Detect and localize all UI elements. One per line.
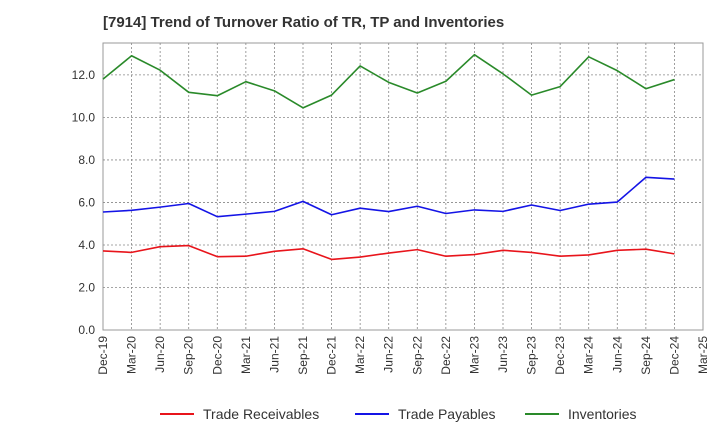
axis-layer: Dec-19 Mar-20 Jun-20 Sep-20 Dec-20 Mar-21 Jun-…: [72, 68, 710, 375]
x-tick-label: Dec-20: [210, 336, 224, 375]
legend: Trade Receivables Trade Payables Inventori…: [160, 406, 636, 422]
chart-title: [7914] Trend of Turnover Ratio of TR, TP…: [103, 14, 505, 31]
x-tick-label: Sep-22: [410, 336, 424, 375]
plot-area: [102, 42, 704, 331]
y-tick-label: 0.0: [78, 323, 95, 337]
legend-label: Inventories: [568, 406, 636, 422]
x-tick-label: Mar-23: [467, 336, 481, 374]
legend-label: Trade Receivables: [203, 406, 319, 422]
x-tick-label: Jun-23: [496, 336, 510, 373]
x-tick-label: Sep-20: [182, 336, 196, 375]
x-tick-label: Jun-20: [153, 336, 167, 373]
y-tick-label: 8.0: [78, 153, 95, 167]
x-tick-label: Dec-24: [667, 336, 681, 375]
x-tick-label: Dec-22: [439, 336, 453, 375]
x-tick-label: Mar-25: [696, 336, 710, 374]
y-tick-label: 12.0: [72, 68, 96, 82]
x-tick-label: Jun-24: [610, 336, 624, 373]
x-tick-label: Jun-21: [267, 336, 281, 373]
y-tick-label: 2.0: [78, 280, 95, 294]
x-tick-label: Mar-21: [239, 336, 253, 374]
series-layer: [102, 53, 675, 261]
y-tick-label: 6.0: [78, 195, 95, 209]
y-tick-label: 4.0: [78, 238, 95, 252]
x-tick-label: Sep-24: [639, 336, 653, 375]
x-tick-label: Sep-23: [525, 336, 539, 375]
x-tick-label: Mar-20: [125, 336, 139, 374]
x-tick-label: Dec-19: [96, 336, 110, 375]
x-tick-label: Mar-22: [353, 336, 367, 374]
series-line: [102, 53, 675, 109]
y-tick-label: 10.0: [72, 110, 96, 124]
x-tick-label: Dec-21: [325, 336, 339, 375]
series-line: [102, 176, 675, 218]
series-line: [102, 244, 675, 261]
x-tick-label: Dec-23: [553, 336, 567, 375]
legend-label: Trade Payables: [398, 406, 496, 422]
x-tick-label: Jun-22: [382, 336, 396, 373]
x-tick-label: Mar-24: [582, 336, 596, 374]
x-tick-label: Sep-21: [296, 336, 310, 375]
